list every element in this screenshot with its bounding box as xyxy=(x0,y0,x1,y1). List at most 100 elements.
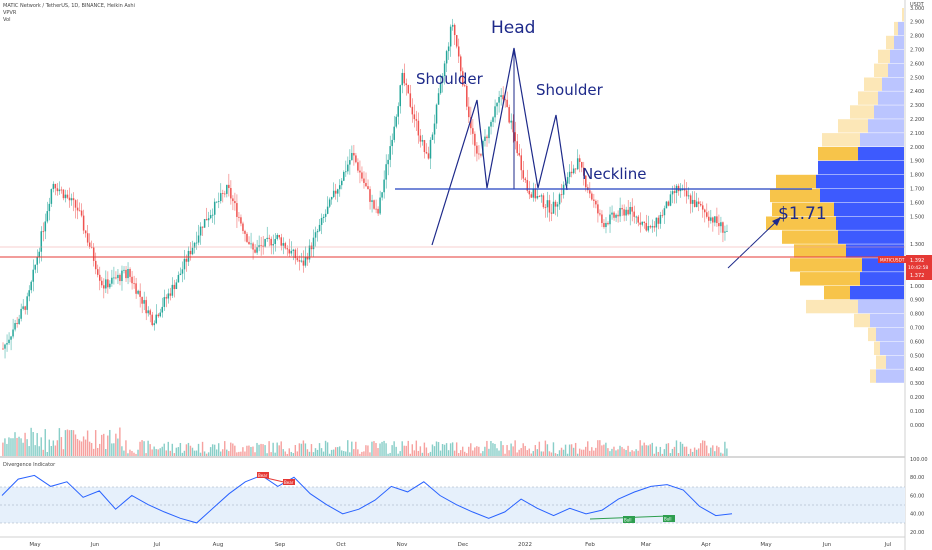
candle-body xyxy=(70,198,73,201)
volume-bar xyxy=(615,450,617,456)
volume-bar xyxy=(201,441,204,456)
candle-body xyxy=(238,216,240,218)
volume-bar xyxy=(165,450,167,456)
volume-bar xyxy=(280,441,282,456)
volume-bar xyxy=(595,447,597,456)
candle-body xyxy=(647,226,650,231)
candle-body xyxy=(572,168,575,174)
volume-bar xyxy=(556,453,559,456)
volume-bar xyxy=(383,440,385,456)
volume-bar xyxy=(669,453,672,456)
candle-body xyxy=(6,343,8,345)
vp-bar-up xyxy=(838,119,868,133)
price-axis[interactable]: 3.000 2.900 2.800 2.700 2.600 2.500 2.400 2.300… xyxy=(910,6,924,429)
volume-bar xyxy=(649,444,651,456)
candle-body xyxy=(399,85,401,107)
volume-bar xyxy=(159,448,161,456)
candle-body xyxy=(52,183,55,190)
candle-body xyxy=(40,231,43,252)
candle-body xyxy=(155,314,157,324)
volume-bar xyxy=(468,446,470,456)
price-tick: 2.500 xyxy=(910,75,924,81)
candle-body xyxy=(338,185,341,190)
candle-body xyxy=(544,207,547,208)
volume-bar xyxy=(135,453,137,456)
vp-bar-down xyxy=(860,272,904,286)
volume-bar xyxy=(504,453,506,456)
candle-body xyxy=(119,274,121,282)
volume-bar xyxy=(474,447,476,456)
volume-bar xyxy=(429,451,432,456)
candle-body xyxy=(336,189,339,194)
pattern-drawing[interactable]: Head Shoulder Shoulder Neckline $1.71 xyxy=(395,18,827,269)
volume-bar xyxy=(643,442,645,456)
candle-body xyxy=(415,119,418,121)
volume-bar xyxy=(320,448,323,456)
candle-body xyxy=(72,198,75,201)
volume-bar xyxy=(8,437,10,456)
volume-bar xyxy=(574,442,577,456)
volume-bar xyxy=(635,449,637,456)
volume-bar xyxy=(101,434,103,456)
volume-bar xyxy=(411,444,413,456)
volume-bar xyxy=(365,445,367,456)
volume-bar xyxy=(375,442,377,456)
candle-body xyxy=(62,189,65,199)
candle-body xyxy=(476,145,478,154)
candle-body xyxy=(50,189,53,204)
indicator-vol[interactable]: Vol xyxy=(3,17,11,23)
volume-bar xyxy=(300,443,303,456)
vp-bar-down xyxy=(846,244,904,258)
candle-body xyxy=(328,199,331,207)
candle-body xyxy=(554,201,557,207)
volume-bar xyxy=(601,445,603,456)
volume-bar xyxy=(26,439,28,456)
candle-body xyxy=(437,93,440,105)
vp-bar-down xyxy=(834,202,904,216)
volume-bar xyxy=(544,440,547,456)
volume-bar xyxy=(345,451,347,456)
candle-body xyxy=(708,216,710,221)
volume-bar xyxy=(413,450,416,456)
volume-bar xyxy=(593,450,595,456)
candle-body xyxy=(669,194,672,206)
volume-bar xyxy=(298,443,301,456)
bear-label-2: Bear xyxy=(284,480,294,485)
candle-body xyxy=(16,323,18,325)
candle-body xyxy=(145,300,147,314)
candle-body xyxy=(284,243,287,249)
time-label: Dec xyxy=(458,542,469,548)
candle-body xyxy=(500,95,502,97)
volume-bar xyxy=(681,443,684,456)
volume-bar xyxy=(70,429,73,456)
volume-bar xyxy=(127,453,129,456)
candle-body xyxy=(472,128,474,134)
candle-body xyxy=(518,153,520,156)
candle-body xyxy=(187,250,190,262)
volume-bar xyxy=(236,452,238,456)
volume-bar xyxy=(665,443,668,456)
candle-body xyxy=(611,212,613,215)
candle-body xyxy=(530,194,533,198)
candle-body xyxy=(597,204,599,214)
candle-body xyxy=(217,201,220,202)
volume-bar xyxy=(107,435,109,456)
price-tick: 1.500 xyxy=(910,214,924,220)
volume-bar xyxy=(657,451,660,456)
volume-bar xyxy=(437,442,440,456)
volume-bar xyxy=(455,442,458,456)
volume-bar xyxy=(16,437,18,456)
volume-bar xyxy=(516,452,518,456)
volume-bar xyxy=(242,447,244,456)
volume-bar xyxy=(701,440,704,456)
volume-bar xyxy=(433,446,436,456)
candle-body xyxy=(423,140,426,153)
time-axis[interactable]: May Jun Jul Aug Sep Oct Nov Dec 2022 Feb Mar Apr May… xyxy=(29,542,891,548)
indicator-vpvr[interactable]: VPVR xyxy=(3,10,17,16)
target-arrow[interactable] xyxy=(727,219,779,269)
price-tick: 0.300 xyxy=(910,381,924,387)
volume-bar xyxy=(718,447,720,456)
vp-bar-up xyxy=(794,244,846,258)
candle-body xyxy=(367,186,369,190)
